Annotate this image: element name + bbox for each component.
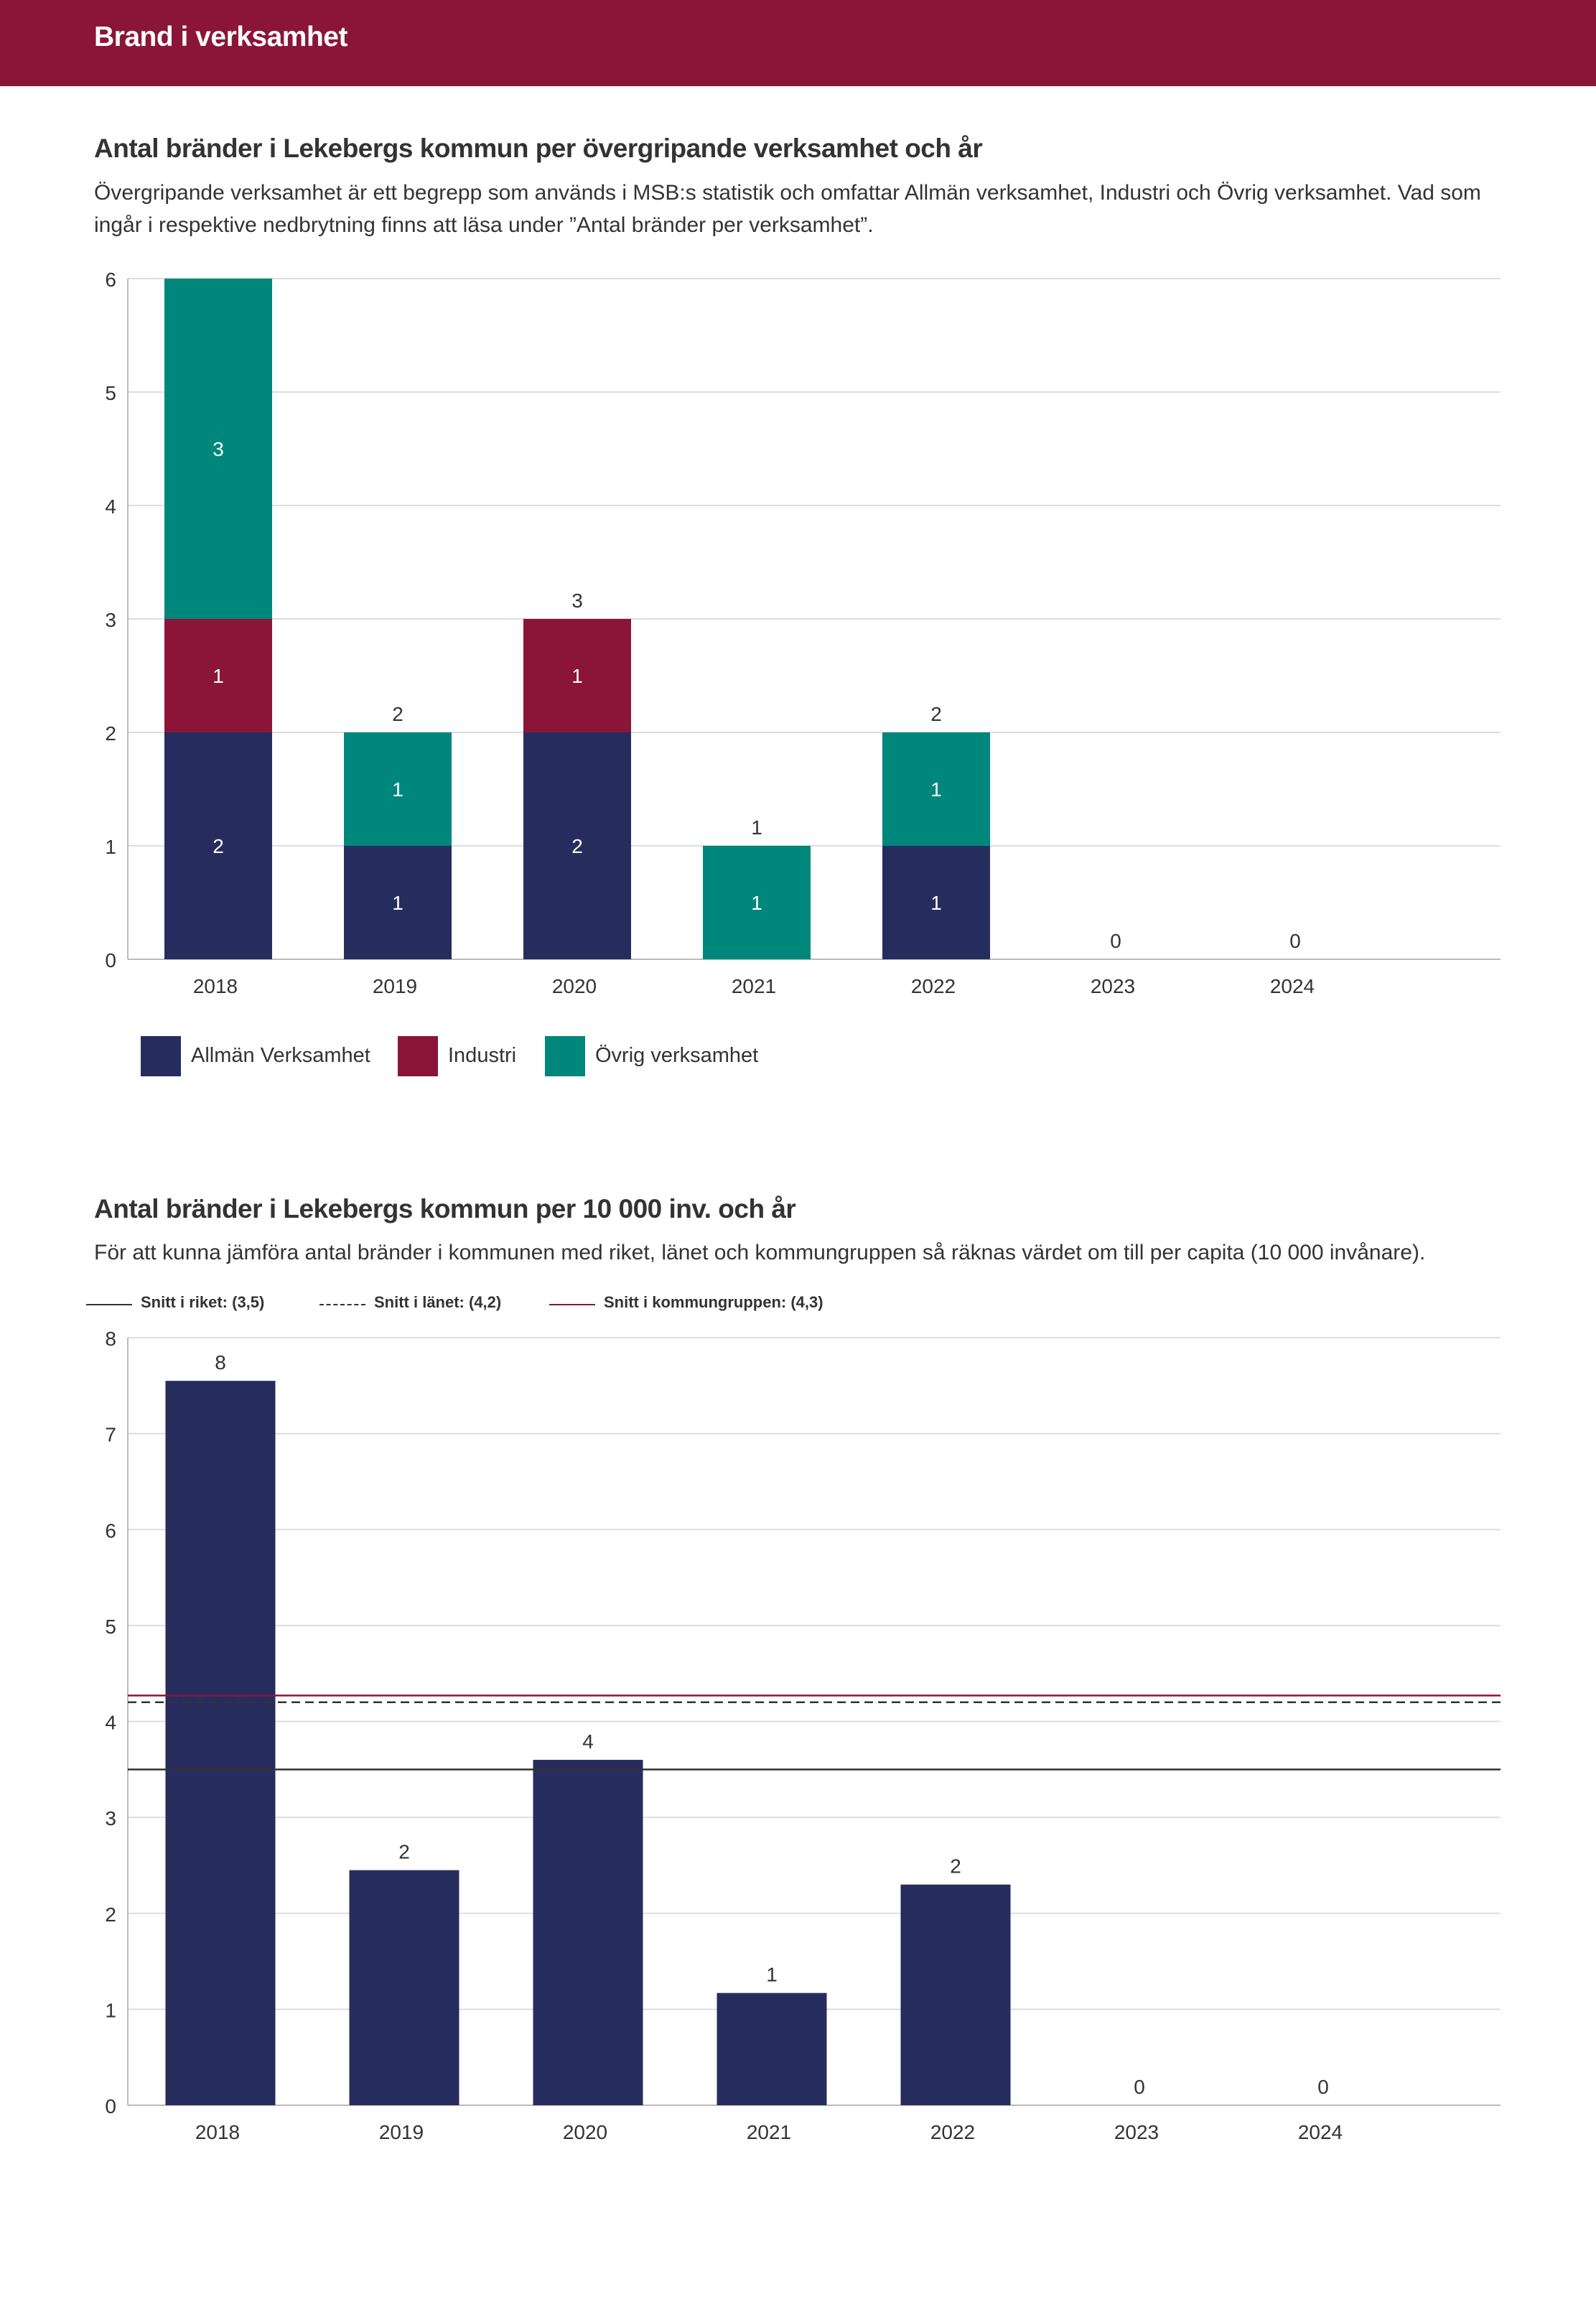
x-tick-label: 2022 [930,2121,975,2143]
ref-swatch-lanet [319,1304,365,1305]
bar-total-label: 2 [392,703,403,725]
chart2-description: För att kunna jämföra antal bränder i ko… [94,1241,1426,1264]
x-tick-label: 2019 [373,975,417,997]
legend-label-allman: Allmän Verksamhet [191,1044,370,1067]
ref-swatch-riket [86,1304,132,1305]
header-bar: Brand i verksamhet [0,0,1596,86]
page-header-title: Brand i verksamhet [94,22,348,52]
ref-label-kommungruppen: Snitt i kommungruppen: (4,3) [604,1293,823,1311]
y-tick-label: 6 [105,269,116,291]
legend-swatch-ovrig [545,1036,585,1076]
bar-value-label: 8 [215,1351,226,1374]
y-tick-label: 5 [105,382,116,404]
bar-value-label: 4 [582,1730,594,1753]
bar-segment [703,846,811,959]
legend-label-ovrig: Övrig verksamhet [595,1044,759,1067]
ref-swatch-kommungruppen [549,1304,595,1305]
segment-value-label: 1 [751,892,762,914]
legend-label-industri: Industri [448,1044,517,1067]
bar-segment [164,279,272,619]
y-tick-label: 7 [105,1424,116,1446]
y-tick-label: 8 [105,1328,116,1350]
x-tick-label: 2023 [1114,2121,1159,2143]
bar [165,1381,276,2105]
x-tick-label: 2020 [552,975,597,997]
chart1-description: Övergripande verksamhet är ett begrepp s… [94,181,1481,237]
legend-swatch-industri [398,1036,438,1076]
x-tick-label: 2024 [1298,2121,1343,2143]
chart1-title: Antal bränder i Lekebergs kommun per öve… [94,134,983,163]
bar-value-label: 2 [398,1841,410,1863]
y-tick-label: 0 [105,949,116,971]
y-tick-label: 1 [105,836,116,858]
segment-value-label: 1 [392,892,403,914]
bar-segment [344,846,452,959]
x-tick-label: 2022 [911,975,956,997]
y-tick-label: 5 [105,1616,116,1638]
bar-total-label: 0 [1110,930,1121,952]
segment-value-label: 1 [930,778,942,801]
bar-total-label: 3 [571,589,583,612]
x-tick-label: 2021 [747,2121,791,2143]
bar-segment [882,732,990,846]
segment-value-label: 3 [213,438,224,460]
bar-total-label: 2 [930,703,942,725]
y-tick-label: 1 [105,1999,116,2021]
x-tick-label: 2019 [379,2121,424,2143]
x-tick-label: 2024 [1270,975,1315,997]
y-tick-label: 2 [105,1903,116,1926]
segment-value-label: 2 [571,835,583,857]
x-tick-label: 2018 [193,975,238,997]
segment-value-label: 1 [571,665,583,687]
bar-value-label: 2 [950,1855,961,1878]
y-tick-label: 3 [105,609,116,631]
bar [349,1870,459,2105]
stacked-bar-chart: 0 1 2 3 4 5 6 2 1 3 2018 1 1 2 2019 2 1 3 2020 1 1 2021 1 1 2 202… [105,269,1501,997]
ref-label-lanet: Snitt i länet: (4,2) [374,1293,502,1311]
segment-value-label: 2 [213,835,224,857]
x-tick-label: 2023 [1091,975,1135,997]
bar-segment [164,732,272,959]
bar-value-label: 0 [1134,2076,1145,2098]
x-tick-label: 2021 [732,975,776,997]
bar-total-label: 1 [751,816,762,839]
bar-segment [882,846,990,959]
legend-swatch-allman [141,1036,181,1076]
bar [717,1993,827,2105]
bar-segment [523,619,631,732]
segment-value-label: 1 [213,665,224,687]
bar-segment [344,732,452,846]
x-tick-label: 2020 [563,2121,607,2143]
bar [533,1759,643,2105]
y-tick-label: 6 [105,1519,116,1542]
segment-value-label: 1 [930,892,942,914]
x-tick-label: 2018 [195,2121,240,2143]
y-tick-label: 3 [105,1807,116,1830]
bar-segment [164,619,272,732]
bar-total-label: 0 [1289,930,1301,952]
bar-segment [523,732,631,959]
bar [900,1884,1011,2105]
chart2-title: Antal bränder i Lekebergs kommun per 10 … [94,1194,796,1224]
ref-label-riket: Snitt i riket: (3,5) [141,1293,265,1311]
bar-value-label: 0 [1317,2076,1329,2098]
y-tick-label: 4 [105,495,116,518]
y-tick-label: 2 [105,722,116,745]
segment-value-label: 1 [392,778,403,801]
y-tick-label: 0 [105,2095,116,2117]
y-tick-label: 4 [105,1712,116,1734]
bar-value-label: 1 [766,1964,778,1986]
